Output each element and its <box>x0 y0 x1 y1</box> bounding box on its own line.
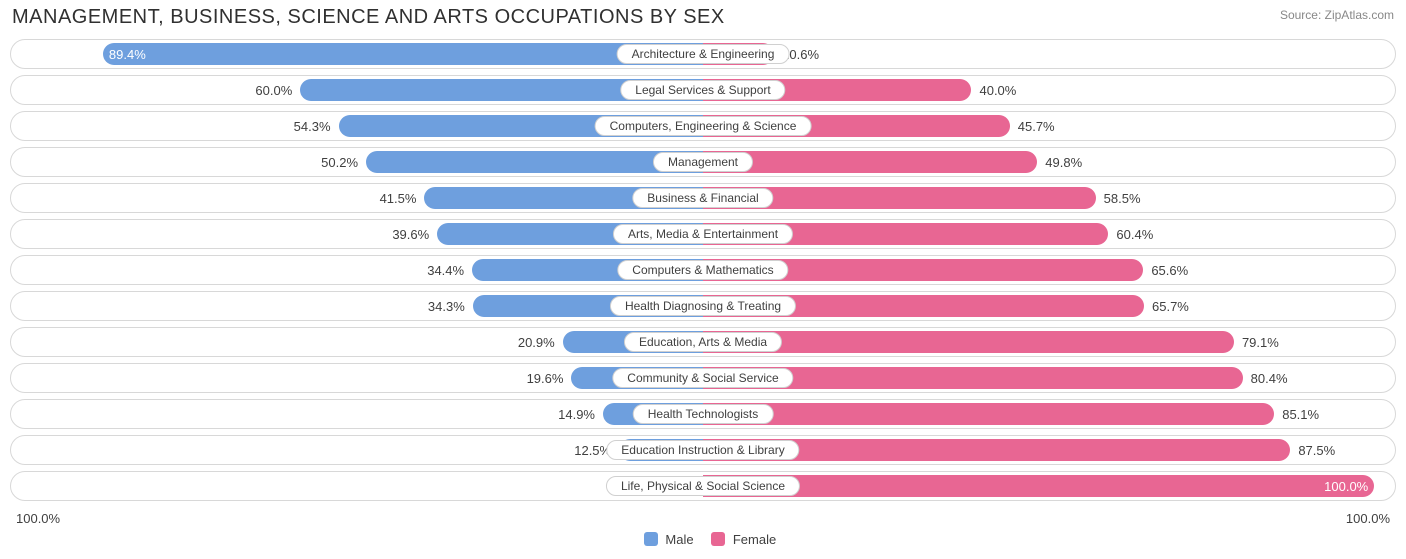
value-male: 89.4% <box>109 47 146 62</box>
category-label: Business & Financial <box>632 188 773 208</box>
legend-male-label: Male <box>665 532 693 547</box>
chart-row: 39.6% 60.4% Arts, Media & Entertainment <box>10 219 1396 249</box>
diverging-bar-chart: 89.4%10.6%Architecture & Engineering 60.0… <box>10 39 1396 501</box>
chart-header: MANAGEMENT, BUSINESS, SCIENCE AND ARTS O… <box>10 6 1396 29</box>
category-label: Management <box>653 152 753 172</box>
value-female: 40.0% <box>971 83 1016 98</box>
chart-row: 41.5% 58.5% Business & Financial <box>10 183 1396 213</box>
chart-source: Source: ZipAtlas.com <box>1280 6 1394 22</box>
value-male: 19.6% <box>527 371 572 386</box>
source-name: ZipAtlas.com <box>1325 8 1394 22</box>
x-axis: 100.0% 100.0% <box>10 507 1396 526</box>
axis-right-label: 100.0% <box>1346 511 1390 526</box>
chart-row: 20.9%79.1%Education, Arts & Media <box>10 327 1396 357</box>
chart-row: 60.0% 40.0% Legal Services & Support <box>10 75 1396 105</box>
value-female: 87.5% <box>1290 443 1335 458</box>
value-male: 14.9% <box>558 407 603 422</box>
chart-row: 19.6% 80.4% Community & Social Service <box>10 363 1396 393</box>
category-label: Computers, Engineering & Science <box>595 116 812 136</box>
value-male: 60.0% <box>255 83 300 98</box>
bar-female: 100.0% <box>703 475 1374 497</box>
value-female: 45.7% <box>1010 119 1055 134</box>
category-label: Life, Physical & Social Science <box>606 476 800 496</box>
value-female: 49.8% <box>1037 155 1082 170</box>
value-female: 65.6% <box>1143 263 1188 278</box>
legend: Male Female <box>10 526 1396 547</box>
value-female: 79.1% <box>1234 335 1279 350</box>
category-label: Legal Services & Support <box>620 80 785 100</box>
source-label: Source: <box>1280 8 1321 22</box>
value-male: 34.4% <box>427 263 472 278</box>
bar-female: 85.1% <box>703 403 1274 425</box>
value-female: 100.0% <box>1324 479 1368 494</box>
value-male: 54.3% <box>294 119 339 134</box>
value-female: 85.1% <box>1274 407 1319 422</box>
value-male: 34.3% <box>428 299 473 314</box>
category-label: Community & Social Service <box>612 368 793 388</box>
bar-female: 49.8% <box>703 151 1037 173</box>
value-female: 60.4% <box>1108 227 1153 242</box>
value-female: 80.4% <box>1243 371 1288 386</box>
bar-male: 89.4% <box>103 43 703 65</box>
chart-row: 0.0%100.0%Life, Physical & Social Scienc… <box>10 471 1396 501</box>
value-male: 50.2% <box>321 155 366 170</box>
chart-row: 34.3% 65.7% Health Diagnosing & Treating <box>10 291 1396 321</box>
category-label: Arts, Media & Entertainment <box>613 224 793 244</box>
value-female: 65.7% <box>1144 299 1189 314</box>
chart-row: 89.4%10.6%Architecture & Engineering <box>10 39 1396 69</box>
chart-title: MANAGEMENT, BUSINESS, SCIENCE AND ARTS O… <box>12 6 725 29</box>
chart-row: 54.3% 45.7% Computers, Engineering & Scien… <box>10 111 1396 141</box>
chart-row: 34.4% 65.6% Computers & Mathematics <box>10 255 1396 285</box>
value-male: 20.9% <box>518 335 563 350</box>
axis-left-label: 100.0% <box>16 511 60 526</box>
chart-row: 12.5%87.5%Education Instruction & Librar… <box>10 435 1396 465</box>
category-label: Education Instruction & Library <box>606 440 799 460</box>
legend-swatch-male <box>644 532 658 546</box>
chart-row: 14.9%85.1%Health Technologists <box>10 399 1396 429</box>
category-label: Health Diagnosing & Treating <box>610 296 796 316</box>
category-label: Computers & Mathematics <box>617 260 788 280</box>
value-male: 41.5% <box>380 191 425 206</box>
value-female: 58.5% <box>1096 191 1141 206</box>
value-male: 39.6% <box>392 227 437 242</box>
bar-female: 79.1% <box>703 331 1234 353</box>
chart-row: 50.2%49.8%Management <box>10 147 1396 177</box>
category-label: Health Technologists <box>633 404 774 424</box>
legend-swatch-female <box>711 532 725 546</box>
legend-female-label: Female <box>733 532 776 547</box>
category-label: Education, Arts & Media <box>624 332 782 352</box>
category-label: Architecture & Engineering <box>617 44 790 64</box>
